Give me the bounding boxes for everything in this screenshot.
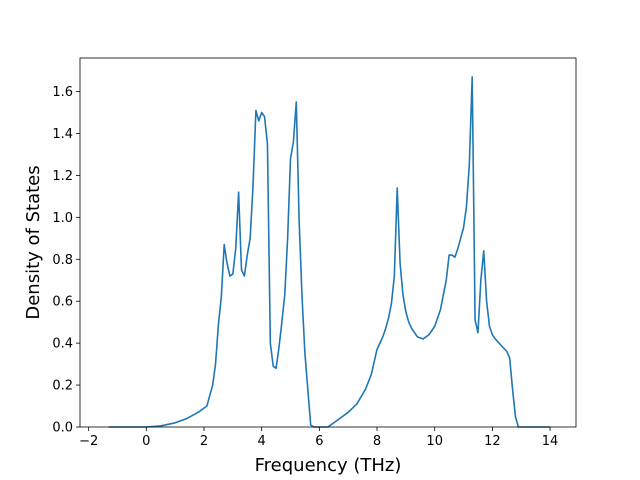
x-tick-label: 0 [142,434,150,449]
x-tick-label: 14 [542,434,559,449]
y-tick-label: 0.6 [52,295,73,310]
y-tick-label: 0.2 [52,379,73,394]
x-tick-label: 8 [373,434,381,449]
series-line-0 [108,76,551,428]
plot-area [108,76,551,428]
y-axis-label: Density of States [23,165,44,319]
y-tick-label: 0.8 [52,253,73,268]
x-tick-label: −2 [79,434,98,449]
x-tick-label: 2 [200,434,208,449]
y-tick-label: 0.4 [52,337,73,352]
x-tick-label: 12 [484,434,501,449]
x-tick-label: 4 [258,434,266,449]
x-tick-label: 6 [315,434,323,449]
plot-frame [79,57,577,428]
y-tick-label: 1.0 [52,211,73,226]
x-tick-label: 10 [426,434,443,449]
y-tick-label: 1.4 [52,127,73,142]
y-tick-label: 1.6 [52,85,73,100]
y-tick-label: 1.2 [52,169,73,184]
x-axis-label: Frequency (THz) [255,455,402,476]
x-axis: −2 0 2 4 6 8 10 12 14 [79,427,558,449]
y-tick-label: 0.0 [52,421,73,436]
y-axis: 0.0 0.2 0.4 0.6 0.8 1.0 1.2 1.4 1.6 [52,85,80,436]
